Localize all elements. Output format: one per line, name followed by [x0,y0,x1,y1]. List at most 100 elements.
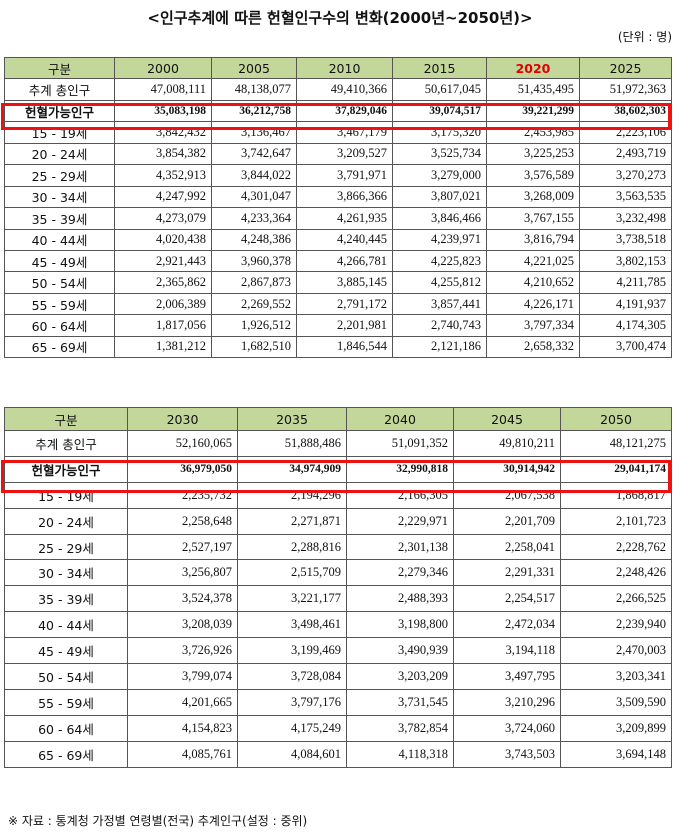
table-row: 20 - 24세 3,854,382 3,742,647 3,209,527 3,525… [4,142,672,166]
value-cell: 39,221,299 [486,99,580,123]
table-row: 20 - 24세 2,258,648 2,271,871 2,229,971 2,201… [4,507,672,535]
header-year: 2000 [114,56,212,80]
value-cell: 2,288,816 [237,533,347,561]
value-cell: 2,235,732 [127,481,238,509]
value-cell: 3,136,467 [211,121,297,144]
row-label: 추계 총인구 [4,430,128,457]
value-cell: 36,212,758 [211,99,297,123]
value-cell: 3,846,466 [392,207,487,230]
table-row: 40 - 44세 3,208,039 3,498,461 3,198,800 2,472… [4,611,672,639]
value-cell: 30,914,942 [453,455,561,483]
value-cell: 32,990,818 [346,455,454,483]
table-row: 45 - 49세 2,921,443 3,960,378 4,266,781 4,225… [4,249,672,273]
header-year: 2025 [579,56,672,80]
value-cell: 39,074,517 [392,99,487,123]
row-label: 추계 총인구 [4,78,115,101]
value-cell: 3,797,176 [237,688,347,716]
row-label: 55 - 59세 [4,688,128,716]
table-row: 60 - 64세 1,817,056 1,926,512 2,201,981 2,740… [4,314,672,337]
value-cell: 3,807,021 [392,185,487,209]
table-row: 30 - 34세 4,247,992 4,301,047 3,866,366 3,807… [4,185,672,209]
header-year: 2030 [127,407,238,431]
row-label: 30 - 34세 [4,559,128,587]
value-cell: 2,067,538 [453,481,561,509]
value-cell: 1,817,056 [114,314,212,337]
row-label: 50 - 54세 [4,663,128,690]
value-cell: 3,738,518 [579,228,672,251]
table-row: 55 - 59세 4,201,665 3,797,176 3,731,545 3,210… [4,688,672,716]
value-cell: 1,926,512 [211,314,297,337]
header-year: 2005 [211,56,297,80]
value-cell: 3,742,647 [211,142,297,166]
value-cell: 48,121,275 [560,430,672,457]
value-cell: 3,498,461 [237,611,347,639]
value-cell: 4,273,079 [114,207,212,230]
row-label: 35 - 39세 [4,585,128,613]
value-cell: 4,239,971 [392,228,487,251]
value-cell: 4,201,665 [127,688,238,716]
header-category: 구분 [4,56,115,80]
value-cell: 37,829,046 [296,99,393,123]
value-cell: 2,658,332 [486,335,580,359]
value-cell: 3,497,795 [453,663,561,690]
value-cell: 4,118,318 [346,740,454,768]
value-cell: 4,175,249 [237,714,347,742]
value-cell: 2,488,393 [346,585,454,613]
page-title: <인구추계에 따른 헌혈인구수의 변화(2000년~2050년)> [147,9,533,27]
header-year: 2040 [346,407,454,431]
value-cell: 2,279,346 [346,559,454,587]
value-cell: 4,020,438 [114,228,212,251]
row-label: 45 - 49세 [4,637,128,665]
value-cell: 3,782,854 [346,714,454,742]
value-cell: 4,191,937 [579,292,672,316]
value-cell: 3,563,535 [579,185,672,209]
value-cell: 1,868,817 [560,481,672,509]
table-row: 25 - 29세 4,352,913 3,844,022 3,791,971 3,279… [4,164,672,187]
value-cell: 4,248,386 [211,228,297,251]
row-label: 15 - 19세 [4,121,115,144]
value-cell: 2,470,003 [560,637,672,665]
value-cell: 2,006,389 [114,292,212,316]
table-row: 50 - 54세 2,365,862 2,867,873 3,885,145 4,255… [4,271,672,294]
value-cell: 34,974,909 [237,455,347,483]
row-label: 30 - 34세 [4,185,115,209]
value-cell: 4,210,652 [486,271,580,294]
value-cell: 3,467,179 [296,121,393,144]
row-label: 50 - 54세 [4,271,115,294]
value-cell: 3,724,060 [453,714,561,742]
value-cell: 3,175,320 [392,121,487,144]
value-cell: 2,301,138 [346,533,454,561]
value-cell: 2,229,971 [346,507,454,535]
value-cell: 3,209,899 [560,714,672,742]
value-cell: 36,979,050 [127,455,238,483]
value-cell: 4,266,781 [296,249,393,273]
value-cell: 2,365,862 [114,271,212,294]
value-cell: 1,846,544 [296,335,393,359]
row-label: 65 - 69세 [4,740,128,768]
table-row: 추계 총인구 52,160,065 51,888,486 51,091,352 49,8… [4,430,672,457]
value-cell: 3,797,334 [486,314,580,337]
table-row: 25 - 29세 2,527,197 2,288,816 2,301,138 2,258… [4,533,672,561]
row-label: 60 - 64세 [4,714,128,742]
table-row: 추계 총인구 47,008,111 48,138,077 49,410,366 50,6… [4,78,672,101]
value-cell: 3,208,039 [127,611,238,639]
row-label: 25 - 29세 [4,164,115,187]
value-cell: 2,248,426 [560,559,672,587]
table-row: 헌혈가능인구 35,083,198 36,212,758 37,829,046 39,0… [4,99,672,123]
header-year: 2050 [560,407,672,431]
value-cell: 3,232,498 [579,207,672,230]
header-year: 2010 [296,56,393,80]
value-cell: 47,008,111 [114,78,212,101]
value-cell: 3,279,000 [392,164,487,187]
table-row: 35 - 39세 3,524,378 3,221,177 2,488,393 2,254… [4,585,672,613]
value-cell: 3,268,009 [486,185,580,209]
value-cell: 3,767,155 [486,207,580,230]
value-cell: 2,258,648 [127,507,238,535]
value-cell: 52,160,065 [127,430,238,457]
row-label: 20 - 24세 [4,507,128,535]
header-year: 2020 [486,56,580,80]
value-cell: 2,740,743 [392,314,487,337]
value-cell: 2,515,709 [237,559,347,587]
value-cell: 4,084,601 [237,740,347,768]
row-label: 65 - 69세 [4,335,115,359]
